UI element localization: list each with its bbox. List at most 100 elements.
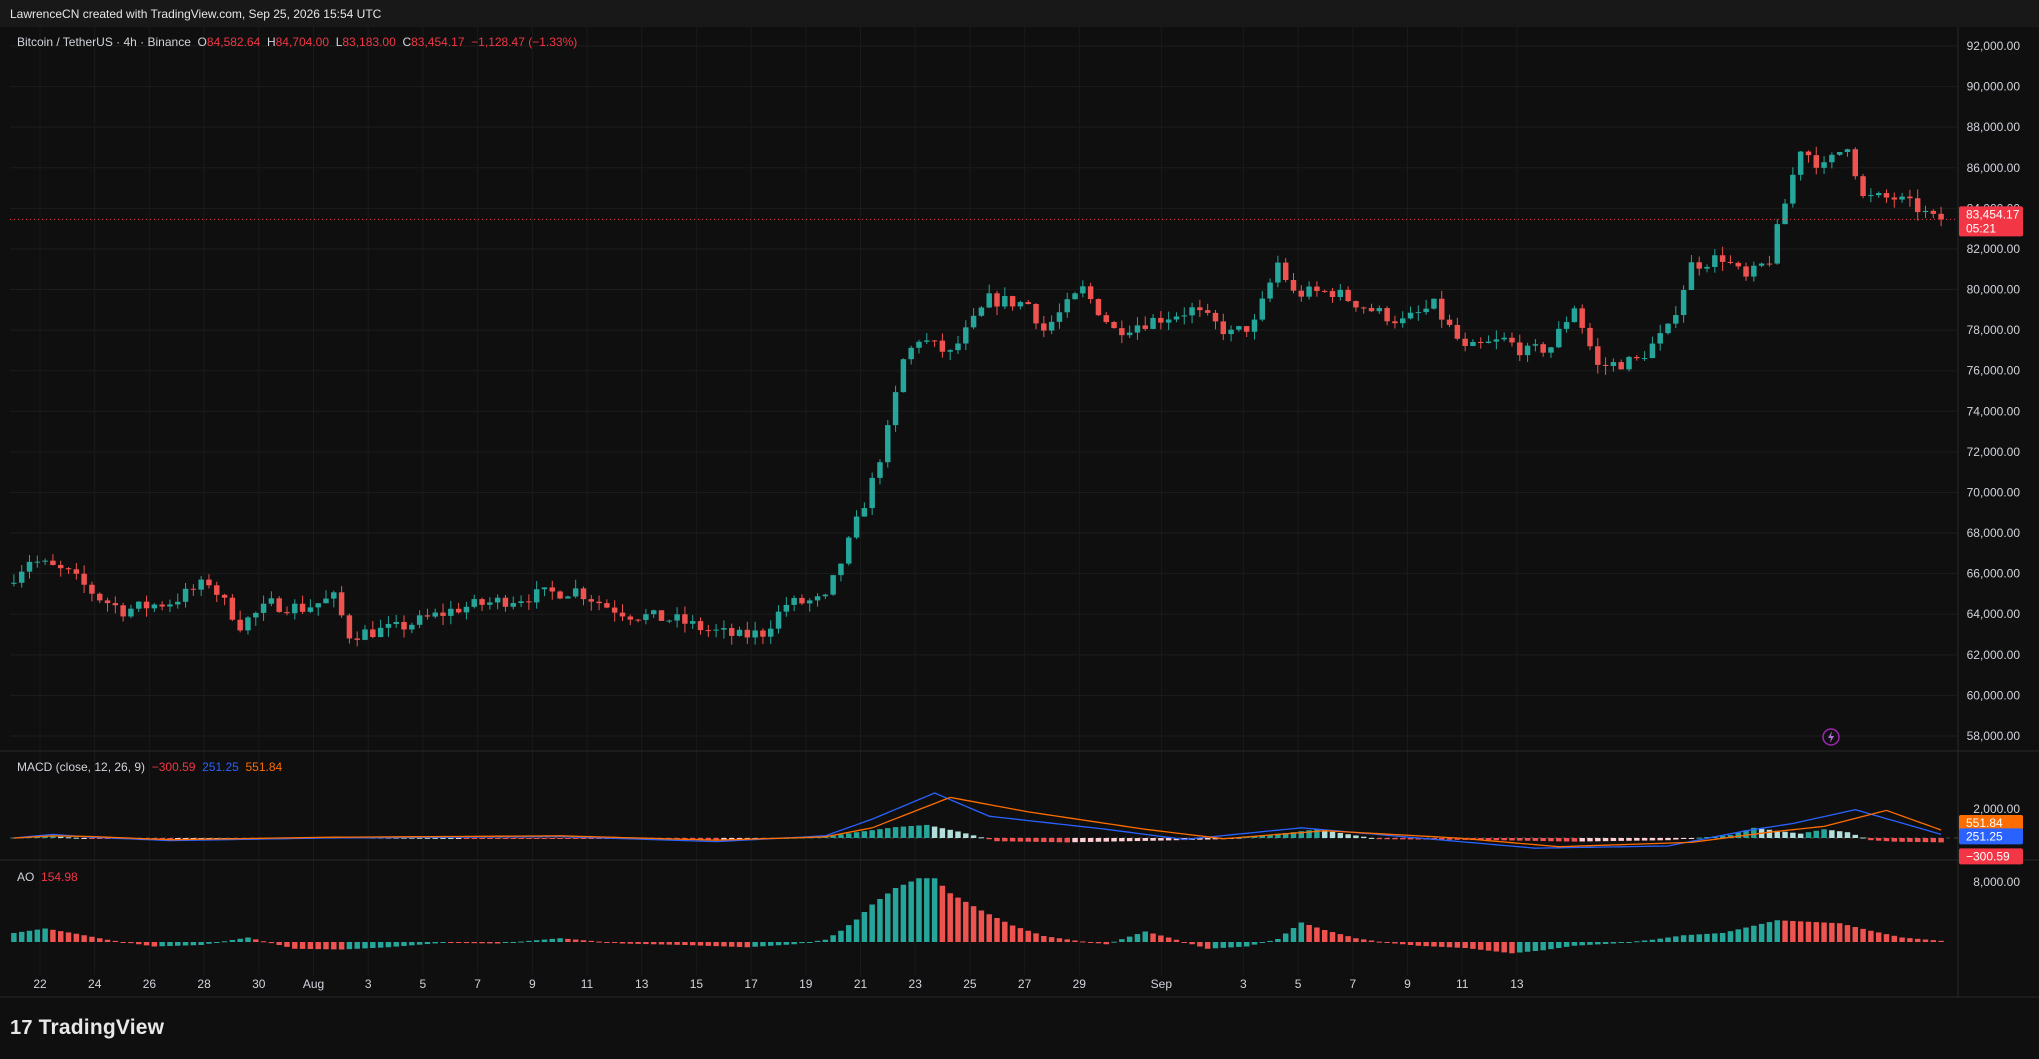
macd-hist-bar <box>1532 838 1539 841</box>
ao-bar <box>1360 939 1367 942</box>
ao-bar <box>416 942 423 945</box>
candle-body <box>229 597 236 620</box>
ao-bar <box>1860 928 1866 942</box>
candle-body <box>721 628 727 630</box>
candle-body <box>674 614 680 621</box>
candle-body <box>1829 154 1835 163</box>
candle-body <box>18 571 25 583</box>
macd-hist-bar <box>1267 834 1273 838</box>
candle-body <box>1532 344 1539 346</box>
candle-body <box>346 615 353 639</box>
macd-hist-bar <box>463 838 470 839</box>
candle-body <box>1126 332 1133 336</box>
ao-bar <box>713 942 719 947</box>
ao-bar <box>705 942 712 946</box>
macd-hist-bar <box>838 834 844 838</box>
candle-body <box>565 596 571 599</box>
ao-bar <box>892 888 899 942</box>
ao-bar <box>136 942 142 945</box>
ao-bar <box>1704 933 1710 942</box>
price-tick-label: 74,000.00 <box>1967 404 2021 418</box>
tradingview-logo[interactable]: 17 TradingView <box>10 1016 164 1040</box>
candle-body <box>1782 203 1788 225</box>
price-tick-label: 68,000.00 <box>1967 526 2021 540</box>
candle-body <box>479 599 485 605</box>
macd-hist-bar <box>565 838 571 839</box>
ao-bar <box>494 942 501 944</box>
candle-body <box>1353 301 1359 308</box>
time-tick-label: 3 <box>365 977 372 991</box>
candle-body <box>440 612 446 616</box>
macd-hist-bar <box>830 835 836 838</box>
price-tick-label: 76,000.00 <box>1967 364 2021 378</box>
ao-bar <box>1119 939 1125 942</box>
macd-hist-bar <box>1524 838 1531 841</box>
candle-body <box>900 359 907 393</box>
tv-logo-icon: 17 <box>10 1017 33 1039</box>
macd-hist-bar <box>487 838 493 839</box>
candle-body <box>292 603 298 614</box>
candle-body <box>682 614 688 624</box>
candle-body <box>822 594 829 597</box>
macd-hist-bar <box>424 837 431 839</box>
candle-body <box>432 612 438 617</box>
macd-hist-bar <box>50 836 56 838</box>
ao-bar <box>1017 928 1024 942</box>
macd-hist-bar <box>1673 838 1679 840</box>
pane-separators <box>0 27 2039 998</box>
brand-name: TradingView <box>38 1016 165 1039</box>
macd-hist-bar <box>549 838 555 839</box>
macd-hist-bar <box>1485 838 1492 841</box>
ao-bar <box>1220 942 1227 948</box>
time-tick-label: 25 <box>963 977 977 991</box>
candle-body <box>768 628 774 637</box>
candle-body <box>1165 319 1172 323</box>
ao-bar <box>1532 942 1539 951</box>
candle-body <box>526 601 532 603</box>
ao-bar <box>775 942 782 946</box>
candle-body <box>713 629 719 631</box>
ao-bar <box>34 929 41 942</box>
ao-bar <box>1587 942 1593 945</box>
candle-body <box>57 565 64 569</box>
open-label: O <box>197 35 207 49</box>
candle-body <box>1602 364 1609 366</box>
candle-body <box>986 293 992 308</box>
ao-legend: AO 154.98 <box>17 870 78 884</box>
candle-body <box>214 585 220 595</box>
ao-bar <box>1485 942 1492 951</box>
ao-bar <box>463 942 470 944</box>
alert-icon[interactable] <box>1822 728 1840 746</box>
attribution-text: LawrenceCN created with TradingView.com,… <box>10 7 382 21</box>
symbol-name: Bitcoin / TetherUS · 4h · Binance <box>17 35 191 49</box>
ao-bar <box>760 942 766 947</box>
macd-hist-bar <box>1345 834 1351 838</box>
ao-bar <box>1524 942 1531 952</box>
candle-body <box>1797 151 1804 175</box>
candle-body <box>1524 345 1531 356</box>
candle-body <box>1743 266 1749 277</box>
candle-body <box>1704 266 1710 269</box>
macd-hist-bar <box>1298 831 1305 838</box>
macd-hist-bar <box>1805 832 1812 838</box>
candle-body <box>393 621 399 625</box>
macd-hist-bar <box>65 837 72 839</box>
candle-body <box>487 602 493 605</box>
macd-hist-bar <box>1852 834 1859 838</box>
candle-body <box>1290 280 1297 291</box>
macd-hist-bar <box>861 831 868 838</box>
candle-body <box>1579 308 1585 328</box>
ao-bar <box>1251 942 1258 945</box>
ao-bar <box>830 935 836 942</box>
candle-body <box>1680 289 1687 316</box>
macd-hist-bar <box>1134 838 1141 842</box>
ao-bar <box>377 942 384 948</box>
ao-bar <box>791 942 797 945</box>
candle-body <box>1907 196 1913 199</box>
macd-hist-bar <box>1259 835 1266 838</box>
indicator-axis-ticks: 2,000.00 8,000.00 <box>1973 802 2020 889</box>
ao-bar <box>838 930 844 942</box>
candle-body <box>1805 151 1812 156</box>
macd-hist-bar <box>1446 838 1453 840</box>
